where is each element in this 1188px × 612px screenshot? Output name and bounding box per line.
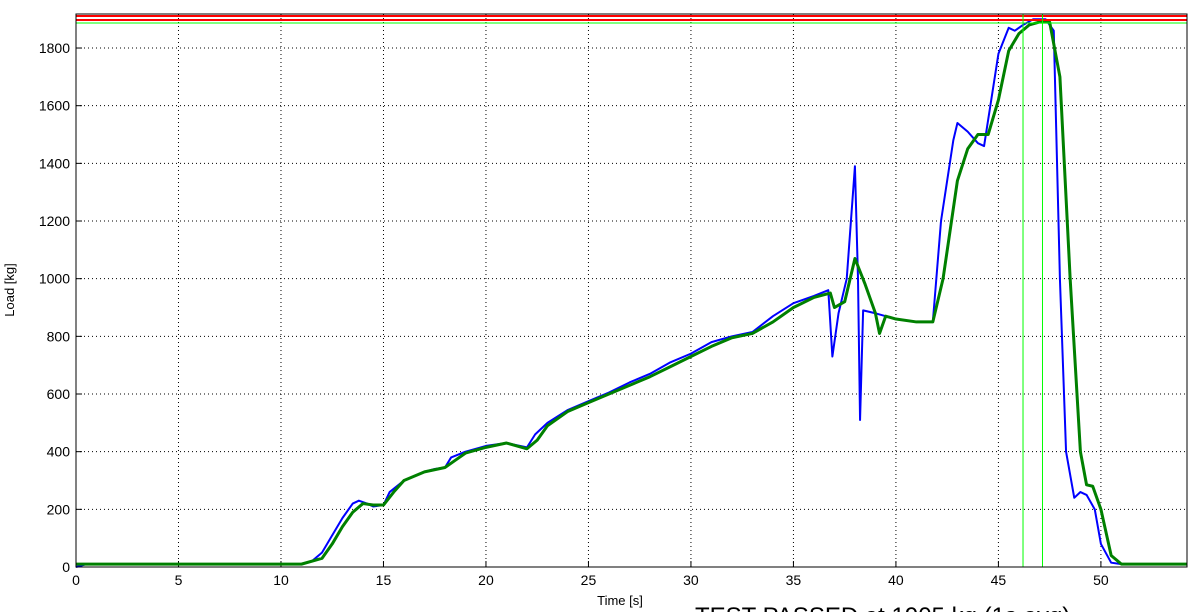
x-tick-label: 20 <box>478 572 494 588</box>
y-tick-label: 0 <box>62 559 70 575</box>
y-tick-label: 1400 <box>39 155 70 171</box>
y-tick-label: 600 <box>47 386 71 402</box>
y-tick-label: 1800 <box>39 40 70 56</box>
x-tick-label: 5 <box>175 572 183 588</box>
y-axis-label: Load [kg] <box>2 263 17 317</box>
plot-frame <box>75 13 1188 568</box>
data-line <box>76 20 1187 566</box>
y-tick-label: 800 <box>47 328 71 344</box>
status-annotation: TEST PASSED at 1905 kg (1s avg) <box>695 603 1070 612</box>
x-tick-label: 25 <box>581 572 597 588</box>
plot-area <box>76 14 1187 567</box>
y-tick-label: 200 <box>47 501 71 517</box>
x-tick-label: 10 <box>273 572 289 588</box>
x-tick-label: 15 <box>376 572 392 588</box>
x-axis-label: Time [s] <box>597 593 643 608</box>
y-tick-label: 1000 <box>39 271 70 287</box>
x-tick-label: 35 <box>786 572 802 588</box>
y-tick-label: 1200 <box>39 213 70 229</box>
x-tick-label: 0 <box>72 572 80 588</box>
x-tick-label: 45 <box>991 572 1007 588</box>
x-tick-label: 30 <box>683 572 699 588</box>
y-tick-label: 400 <box>47 444 71 460</box>
x-tick-label: 40 <box>888 572 904 588</box>
y-tick-label: 1600 <box>39 98 70 114</box>
x-tick-label: 50 <box>1093 572 1109 588</box>
